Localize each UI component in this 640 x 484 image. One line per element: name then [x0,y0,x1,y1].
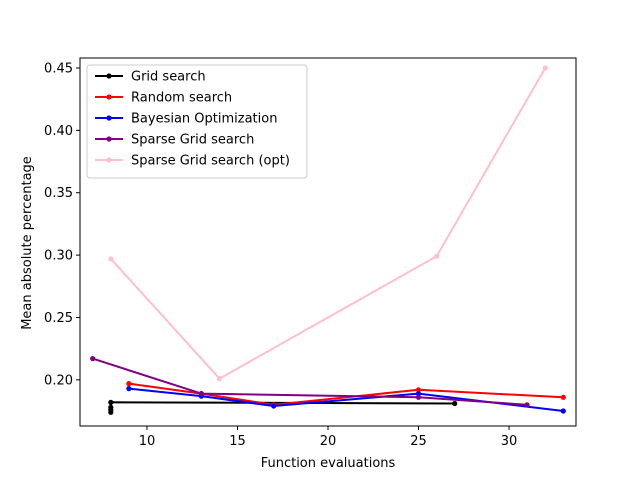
legend: Grid search Random search Bayesian Optimiz… [86,64,308,179]
legend-box [86,64,308,179]
data-point [126,386,132,392]
y-tick-label: 0.40 [44,124,73,139]
x-tick-label: 15 [229,434,246,449]
series-3 [90,356,530,408]
legend-label: Random search [131,91,232,106]
plot-area [90,65,566,415]
legend-item-0: Grid search [95,70,206,85]
data-point [108,256,114,262]
data-point [126,381,132,387]
y-tick-label: 0.20 [44,373,73,388]
legend-item-1: Random search [95,91,232,106]
legend-swatch-marker [106,94,112,100]
series-0 [108,399,458,415]
data-point [415,394,422,400]
y-tick-label: 0.25 [44,311,73,326]
data-point [108,404,114,410]
data-point [524,402,530,408]
y-tick-label: 0.35 [44,186,73,201]
x-axis-label: Function evaluations [261,456,396,471]
legend-label: Grid search [131,70,206,85]
y-axis-label: Mean absolute percentage [20,156,35,330]
legend-swatch-marker [106,115,112,121]
data-point [542,65,548,71]
data-point [560,394,566,400]
data-point [434,253,440,259]
legend-swatch-marker [106,136,112,142]
data-point [108,399,114,405]
legend-label: Sparse Grid search [131,133,254,148]
x-tick-label: 10 [139,434,156,449]
x-tick-label: 30 [501,434,518,449]
y-tick-label: 0.45 [44,61,73,76]
data-point [452,400,458,407]
data-point [560,408,566,414]
axes: 10 15 20 25 30 0.20 0.25 0.30 0.35 0.40 0.45 [44,57,577,449]
data-point [90,356,96,362]
legend-label: Sparse Grid search (opt) [131,154,290,169]
legend-item-3: Sparse Grid search [95,133,254,148]
series-line [92,357,528,406]
legend-swatch-marker [106,157,112,163]
x-tick-label: 20 [320,434,337,449]
data-point [198,391,204,397]
legend-label: Bayesian Optimization [131,112,277,127]
data-point [415,391,422,397]
legend-swatch-marker [106,73,112,79]
y-tick-label: 0.30 [44,249,73,264]
data-point [271,403,277,409]
legend-item-2: Bayesian Optimization [95,112,277,127]
legend-item-4: Sparse Grid search (opt) [95,154,290,169]
x-tick-label: 25 [410,434,427,449]
data-point [415,387,422,393]
data-point [216,376,222,382]
series-4 [108,65,548,382]
series-line [110,67,547,380]
